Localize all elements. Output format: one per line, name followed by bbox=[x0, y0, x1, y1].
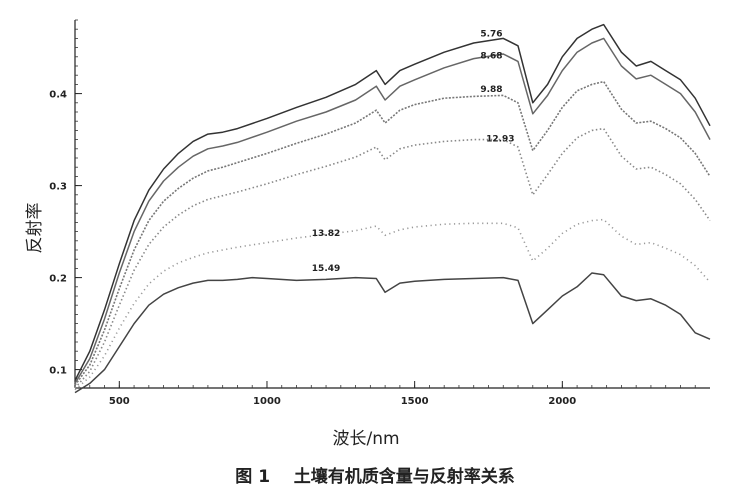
series-label-3: 9.88 bbox=[480, 85, 502, 95]
y-tick-label: 0.4 bbox=[49, 90, 67, 101]
figure-caption: 图 1 土壤有机质含量与反射率关系 bbox=[235, 466, 514, 487]
y-tick-label: 0.1 bbox=[49, 366, 67, 377]
y-axis-title: 反射率 bbox=[25, 203, 45, 254]
y-tick-label: 0.2 bbox=[49, 274, 67, 285]
x-axis-title: 波长/nm bbox=[332, 429, 399, 449]
series-line-5 bbox=[74, 218, 711, 391]
series-labels: 5.76 8.68 9.88 12.93 13.82 15.49 bbox=[312, 30, 515, 275]
x-tick-label: 2000 bbox=[548, 396, 576, 407]
series-label-4: 12.93 bbox=[486, 134, 514, 144]
series-group bbox=[74, 23, 711, 394]
series-line-4 bbox=[74, 127, 711, 389]
x-tick-label: 1000 bbox=[253, 396, 281, 407]
series-line-1 bbox=[74, 23, 711, 381]
x-tick-label: 1500 bbox=[401, 396, 429, 407]
series-label-5: 13.82 bbox=[312, 229, 340, 239]
series-line-6 bbox=[74, 272, 711, 394]
series-label-1: 5.76 bbox=[480, 30, 502, 40]
y-tick-label: 0.3 bbox=[49, 182, 67, 193]
axes: 500 1000 1500 2000 0.1 0.2 0.3 0.4 bbox=[49, 19, 710, 407]
series-line-2 bbox=[74, 37, 711, 384]
series-line-3 bbox=[74, 80, 711, 386]
series-label-6: 15.49 bbox=[312, 264, 340, 274]
x-tick-label: 500 bbox=[109, 396, 130, 407]
series-label-2: 8.68 bbox=[480, 52, 502, 62]
